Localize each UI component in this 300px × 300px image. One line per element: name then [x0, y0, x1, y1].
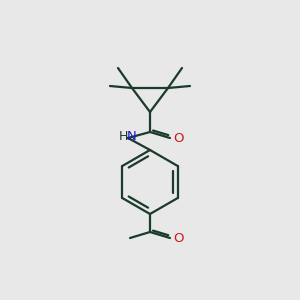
Text: N: N [127, 130, 137, 143]
Text: O: O [173, 232, 183, 244]
Text: O: O [173, 131, 183, 145]
Text: H: H [118, 130, 128, 143]
